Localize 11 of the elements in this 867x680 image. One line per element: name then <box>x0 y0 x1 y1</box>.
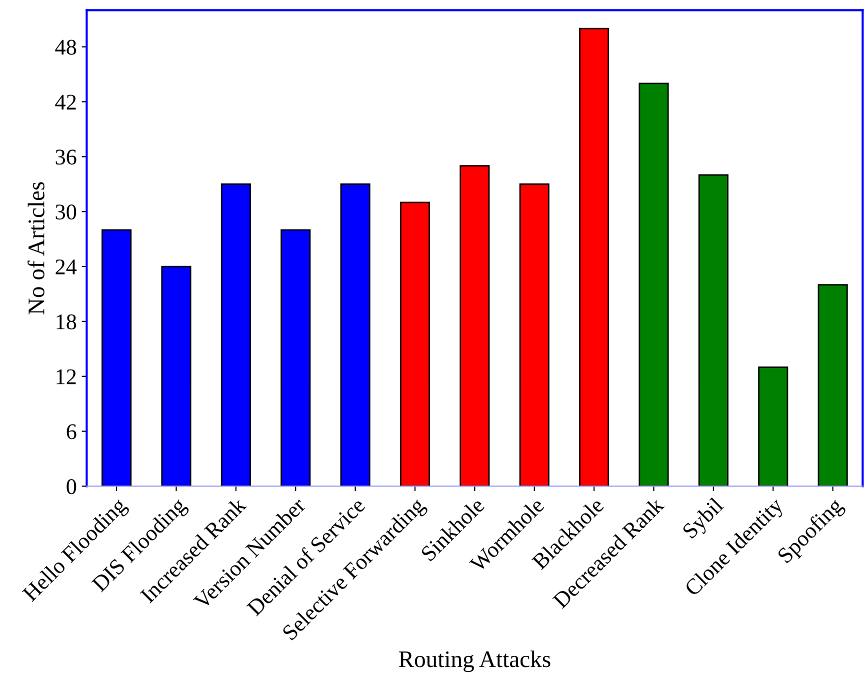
y-tick-label: 48 <box>55 40 76 55</box>
x-axis-title: Routing Attacks <box>398 650 550 672</box>
y-tick-label: 6 <box>66 424 76 440</box>
y-axis-title: No of Articles <box>28 182 44 314</box>
y-tick-label: 18 <box>56 314 76 330</box>
y-tick-label: 42 <box>55 94 76 110</box>
y-tick-label: 36 <box>56 150 76 165</box>
y-tick-label: 30 <box>56 204 76 220</box>
y-tick-label: 12 <box>56 369 76 384</box>
y-tick-label: 24 <box>56 260 77 274</box>
y-tick-label: 0 <box>66 479 76 494</box>
